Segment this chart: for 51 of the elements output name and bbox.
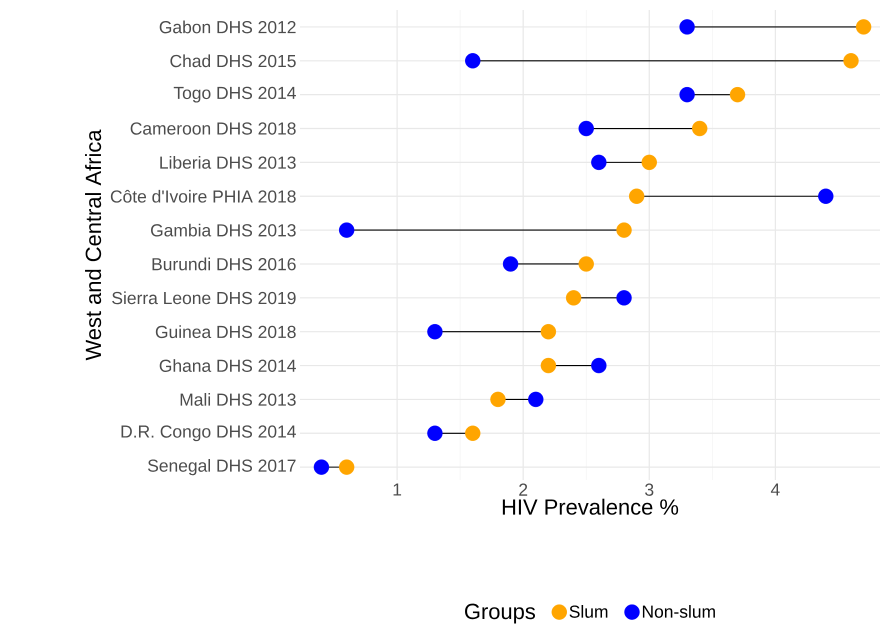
y-tick-label: Cameroon DHS 2018 xyxy=(130,122,296,135)
y-tick-label: Côte d'Ivoire PHIA 2018 xyxy=(110,190,296,203)
point xyxy=(642,154,657,170)
point xyxy=(591,358,607,374)
y-tick-label: Chad DHS 2015 xyxy=(170,54,296,68)
y-tick-label: Sierra Leone DHS 2019 xyxy=(112,291,296,304)
point xyxy=(314,459,330,475)
y-axis-title: West and Central Africa xyxy=(85,130,102,360)
point xyxy=(427,324,443,340)
point xyxy=(338,222,354,238)
legend-title: Groups xyxy=(465,604,535,624)
x-tick-label: 2 xyxy=(519,484,528,496)
legend-label: Non-slum xyxy=(642,605,715,618)
point xyxy=(616,290,632,306)
point xyxy=(679,19,695,35)
point xyxy=(465,426,480,441)
point xyxy=(730,86,746,102)
point xyxy=(628,188,644,204)
point xyxy=(578,256,594,272)
point xyxy=(856,19,872,35)
point xyxy=(540,358,556,374)
point xyxy=(616,222,632,238)
point xyxy=(818,188,834,204)
y-tick-label: Gabon DHS 2012 xyxy=(160,20,296,34)
point xyxy=(540,324,556,340)
point xyxy=(591,154,607,170)
point xyxy=(427,426,443,441)
point xyxy=(465,53,480,68)
y-tick-label: Ghana DHS 2014 xyxy=(160,359,296,372)
point xyxy=(679,86,695,102)
point xyxy=(843,53,859,68)
point xyxy=(578,120,594,136)
point xyxy=(692,120,708,136)
x-tick-label: 3 xyxy=(645,484,654,496)
legend-label: Slum xyxy=(570,605,608,618)
x-tick-label: 4 xyxy=(770,484,780,496)
y-tick-label: Burundi DHS 2016 xyxy=(152,258,296,270)
x-axis-title: HIV Prevalence % xyxy=(502,498,678,515)
x-tick-label: 1 xyxy=(394,484,402,496)
point xyxy=(566,290,582,306)
point xyxy=(502,256,518,272)
point xyxy=(528,392,544,408)
y-tick-label: Liberia DHS 2013 xyxy=(160,156,296,169)
y-tick-label: Gambia DHS 2013 xyxy=(151,224,296,237)
y-tick-label: Senegal DHS 2017 xyxy=(148,459,296,476)
y-tick-label: Togo DHS 2014 xyxy=(174,86,296,103)
point xyxy=(338,459,354,475)
y-tick-label: D.R. Congo DHS 2014 xyxy=(122,425,296,442)
point xyxy=(490,392,506,408)
y-tick-label: Guinea DHS 2018 xyxy=(156,325,296,338)
y-tick-label: Mali DHS 2013 xyxy=(180,393,296,406)
